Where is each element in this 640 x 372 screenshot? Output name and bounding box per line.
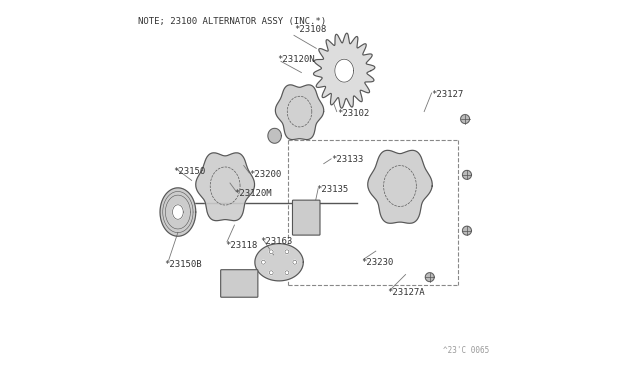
Text: *23118: *23118 bbox=[225, 241, 257, 250]
Text: *23150B: *23150B bbox=[164, 260, 202, 269]
Text: *23127A: *23127A bbox=[387, 288, 424, 296]
Text: *23150: *23150 bbox=[173, 167, 205, 176]
Text: *23102: *23102 bbox=[337, 109, 369, 118]
Text: ^23'C 0065: ^23'C 0065 bbox=[443, 346, 489, 355]
Text: *23127: *23127 bbox=[431, 90, 464, 99]
Polygon shape bbox=[463, 170, 472, 179]
Text: *23108: *23108 bbox=[294, 25, 326, 34]
Polygon shape bbox=[463, 226, 472, 235]
Polygon shape bbox=[160, 188, 196, 236]
Polygon shape bbox=[255, 244, 303, 281]
Circle shape bbox=[269, 271, 273, 275]
Polygon shape bbox=[196, 153, 255, 221]
FancyBboxPatch shape bbox=[221, 270, 258, 297]
Polygon shape bbox=[461, 115, 470, 124]
Text: *23135: *23135 bbox=[316, 185, 349, 194]
Text: *23120N: *23120N bbox=[277, 55, 315, 64]
Text: *23230: *23230 bbox=[361, 258, 393, 267]
Circle shape bbox=[261, 260, 266, 264]
Circle shape bbox=[293, 260, 297, 264]
Text: *23120M: *23120M bbox=[234, 189, 272, 198]
Circle shape bbox=[285, 271, 289, 275]
Text: *23200: *23200 bbox=[250, 170, 282, 179]
Polygon shape bbox=[275, 85, 324, 140]
Polygon shape bbox=[268, 128, 282, 143]
Text: NOTE; 23100 ALTERNATOR ASSY (INC.*): NOTE; 23100 ALTERNATOR ASSY (INC.*) bbox=[138, 17, 326, 26]
Circle shape bbox=[269, 250, 273, 254]
Circle shape bbox=[285, 250, 289, 254]
FancyBboxPatch shape bbox=[292, 200, 320, 235]
Polygon shape bbox=[368, 150, 432, 223]
Polygon shape bbox=[335, 59, 353, 82]
Polygon shape bbox=[314, 33, 375, 108]
Text: *23163: *23163 bbox=[260, 237, 292, 246]
Text: *23133: *23133 bbox=[331, 155, 364, 164]
Polygon shape bbox=[426, 273, 434, 282]
Polygon shape bbox=[173, 205, 183, 219]
